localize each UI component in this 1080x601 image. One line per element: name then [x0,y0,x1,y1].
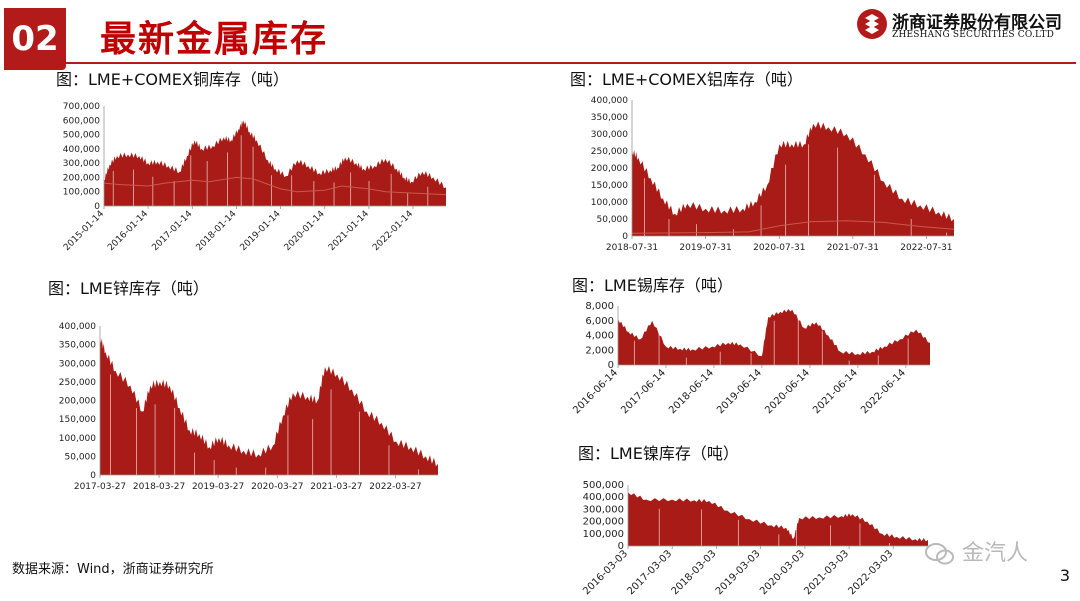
x-tick-label: 2022-07-31 [900,243,952,253]
y-tick-label: 300,000 [63,159,100,169]
aluminum-inventory-area [632,121,954,236]
y-tick-label: 700,000 [63,102,100,112]
copper-inventory-chart: 0 100,000 200,000 300,000 400,000 500,000 600,… [62,102,447,253]
y-tick-label: 150,000 [591,181,628,191]
y-tick-label: 4,000 [585,331,614,342]
y-tick-label: 6,000 [585,316,614,327]
x-tick-label: 2018-01-14 [195,209,239,253]
company-name-en: ZHESHANG SECURITIES CO.LTD [892,30,1055,40]
copper-secondary-line [103,176,447,196]
x-tick-label: 2021-01-14 [327,209,371,253]
y-tick-label: 350,000 [59,341,96,351]
y-tick-label: 0 [618,541,624,552]
x-tick-label: 2017-01-14 [150,209,194,253]
data-source-note: 数据来源：Wind，浙商证券研究所 [12,562,214,577]
y-tick-label: 100,000 [59,434,96,444]
x-tick-label: 2017-03-27 [74,482,126,492]
x-tick-label: 2021-03-03 [802,548,851,597]
y-tick-label: 500,000 [63,131,100,141]
y-tick-label: 8,000 [585,301,614,312]
x-tick-label: 2020-01-14 [283,209,327,253]
zinc-inventory-chart: 0 50,000 100,000 150,000 200,000 250,000 300,0… [59,322,438,492]
y-tick-label: 200,000 [59,397,96,407]
x-tick-label: 2015-01-14 [62,209,106,253]
y-tick-label: 100,000 [583,529,624,540]
section-number-badge: 02 [4,8,66,70]
tin-inventory-chart: 0 2,000 4,000 6,000 8,000 2016-06-14 2017-06-1… [571,301,930,416]
x-tick-label: 2021-07-31 [827,243,879,253]
y-tick-label: 600,000 [63,116,100,126]
y-tick-label: 400,000 [63,145,100,155]
y-tick-label: 250,000 [591,147,628,157]
aluminum-secondary-line [631,220,955,234]
y-tick-label: 50,000 [597,215,629,225]
x-tick-label: 2018-03-27 [133,482,185,492]
copper-inventory-area [104,120,446,206]
y-tick-label: 400,000 [591,96,628,106]
x-tick-label: 2019-06-14 [715,367,764,416]
x-tick-label: 2017-06-14 [619,367,668,416]
y-tick-label: 150,000 [59,415,96,425]
nickel-inventory-area [628,492,928,546]
company-logo-icon [857,9,887,39]
x-tick-label: 2016-01-14 [106,209,150,253]
y-tick-label: 0 [608,360,614,371]
y-tick-label: 200,000 [591,164,628,174]
y-tick-label: 100,000 [591,198,628,208]
x-tick-label: 2016-06-14 [571,367,620,416]
page-number: 3 [1059,566,1070,585]
nickel-chart-title: 图：LME镍库存（吨） [578,444,739,463]
y-tick-label: 50,000 [65,452,97,462]
aluminum-inventory-chart: 0 50,000 100,000 150,000 200,000 250,000 300,0… [591,96,955,253]
y-tick-label: 200,000 [63,173,100,183]
x-tick-label: 2022-03-27 [369,482,421,492]
zinc-inventory-area [100,337,438,475]
wechat-icon [925,543,954,565]
x-tick-label: 2018-03-03 [670,548,719,597]
x-tick-label: 2019-03-03 [714,548,763,597]
watermark: 金汽人 [925,535,1028,567]
y-tick-label: 0 [94,202,100,212]
y-tick-label: 0 [622,232,628,242]
y-tick-label: 2,000 [585,345,614,356]
y-tick-label: 400,000 [59,322,96,332]
x-tick-label: 2022-06-14 [859,367,908,416]
y-tick-label: 0 [90,471,96,481]
y-tick-label: 100,000 [63,188,100,198]
x-tick-label: 2016-03-03 [581,548,630,597]
y-tick-label: 300,000 [591,130,628,140]
x-tick-label: 2021-06-14 [811,367,860,416]
title-divider [66,62,1076,64]
y-tick-label: 300,000 [583,504,624,515]
watermark-text: 金汽人 [962,541,1029,566]
x-tick-label: 2022-03-03 [846,548,895,597]
x-tick-label: 2018-06-14 [667,367,716,416]
page-title: 最新金属库存 [100,19,329,60]
aluminum-chart-title: 图：LME+COMEX铝库存（吨） [570,70,803,89]
x-tick-label: 2020-07-31 [753,243,805,253]
x-tick-label: 2020-03-27 [251,482,303,492]
y-tick-label: 250,000 [59,378,96,388]
x-tick-label: 2022-01-14 [371,209,415,253]
zinc-chart-title: 图：LME锌库存（吨） [48,279,209,298]
x-tick-label: 2019-01-14 [239,209,283,253]
x-tick-label: 2021-03-27 [310,482,362,492]
y-tick-label: 300,000 [59,359,96,369]
x-tick-label: 2019-07-31 [679,243,731,253]
x-tick-label: 2019-03-27 [192,482,244,492]
x-tick-label: 2018-07-31 [606,243,658,253]
copper-chart-title: 图：LME+COMEX铜库存（吨） [56,70,289,89]
y-tick-label: 400,000 [583,492,624,503]
y-tick-label: 350,000 [591,113,628,123]
x-tick-label: 2020-06-14 [763,367,812,416]
company-logo: 浙商证券股份有限公司 ZHESHANG SECURITIES CO.LTD [856,8,1062,44]
y-tick-label: 200,000 [583,517,624,528]
company-name-cn: 浙商证券股份有限公司 [892,13,1062,33]
tin-chart-title: 图：LME锡库存（吨） [572,276,733,295]
y-tick-label: 500,000 [583,480,624,491]
x-tick-label: 2020-03-03 [758,548,807,597]
x-tick-label: 2017-03-03 [625,548,674,597]
